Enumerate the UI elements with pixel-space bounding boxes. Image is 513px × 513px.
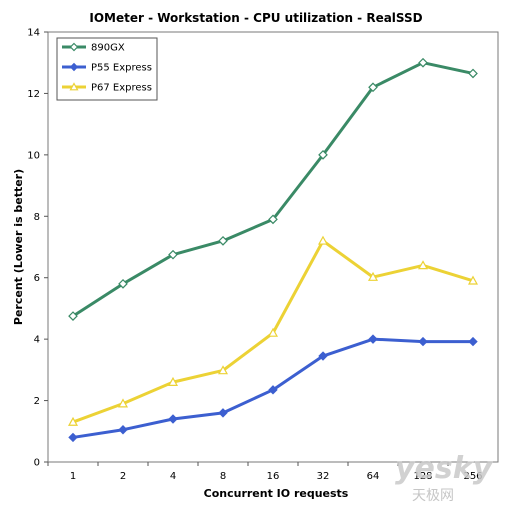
watermark: yesky 天极网 [395, 451, 494, 504]
data-point [417, 260, 429, 270]
y-tick-label: 8 [34, 212, 40, 223]
series-0 [68, 57, 478, 321]
watermark-subtext: 天极网 [412, 488, 454, 504]
legend-marker [69, 62, 79, 72]
data-point [467, 275, 479, 285]
data-point [367, 271, 379, 281]
data-point [268, 214, 278, 225]
series-2 [67, 235, 479, 426]
data-point [318, 351, 328, 361]
data-point [67, 416, 79, 426]
data-point [217, 365, 229, 375]
y-tick-label: 14 [27, 28, 40, 39]
x-tick-label: 2 [120, 471, 126, 482]
y-tick-label: 12 [27, 89, 40, 100]
x-tick-label: 128 [413, 471, 432, 482]
y-tick-label: 0 [34, 458, 40, 469]
y-axis-label: Percent (Lower is better) [12, 169, 25, 325]
data-point [368, 82, 378, 93]
data-point [68, 311, 78, 321]
legend-label: P67 Express [91, 83, 152, 94]
x-tick-label: 256 [463, 471, 482, 482]
x-tick-label: 64 [367, 471, 380, 482]
series-1 [68, 334, 478, 443]
data-point [118, 425, 128, 435]
data-point [468, 68, 478, 79]
data-point [368, 334, 378, 344]
data-point [468, 336, 478, 347]
y-tick-label: 6 [34, 273, 40, 284]
data-point [268, 385, 278, 395]
data-point [118, 279, 128, 289]
data-point [418, 57, 428, 68]
legend: 890GX P55 Express P67 Express [56, 37, 158, 101]
x-tick-label: 4 [170, 471, 176, 482]
legend-marker [69, 42, 79, 52]
data-point [218, 236, 228, 246]
chart-title: IOMeter - Workstation - CPU utilization … [89, 11, 422, 25]
x-tick-label: 1 [70, 471, 76, 482]
data-point [317, 235, 329, 245]
legend-label: 890GX [91, 43, 125, 54]
data-point [267, 327, 279, 337]
data-point [218, 408, 228, 418]
data-point [117, 398, 129, 408]
legend-marker [69, 82, 79, 91]
x-tick-label: 16 [267, 471, 280, 482]
x-tick-label: 32 [317, 471, 330, 482]
x-tick-label: 8 [220, 471, 226, 482]
y-tick-label: 10 [27, 150, 40, 161]
series-layer [67, 57, 479, 443]
watermark-text: yesky [395, 451, 494, 486]
data-point [167, 376, 179, 386]
data-point [168, 414, 178, 424]
data-point [418, 336, 428, 347]
data-point [68, 432, 78, 443]
data-point [318, 150, 328, 160]
legend-label: P55 Express [91, 63, 152, 74]
x-axis-label: Concurrent IO requests [204, 487, 349, 500]
y-tick-label: 4 [34, 335, 40, 346]
y-tick-label: 2 [34, 396, 40, 407]
data-point [168, 249, 178, 260]
